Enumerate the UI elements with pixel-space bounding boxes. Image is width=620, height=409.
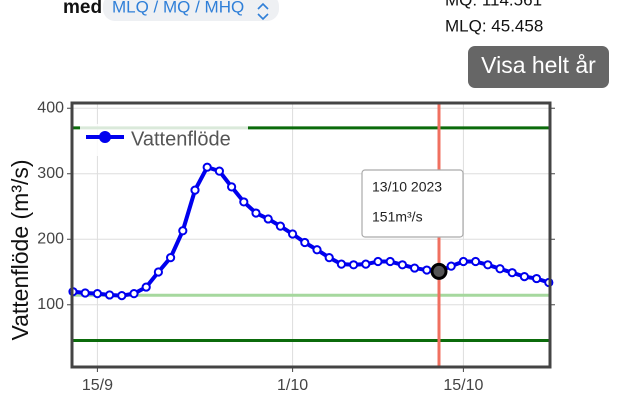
tooltip-value: 151m³/s: [372, 209, 423, 225]
plot-frame: [70, 101, 552, 369]
data-point: [275, 221, 285, 231]
data-point: [153, 267, 163, 277]
data-point: [471, 256, 481, 267]
data-point: [178, 226, 188, 236]
y-tick-label: 100: [37, 296, 64, 313]
data-point: [410, 263, 420, 273]
data-point: [263, 214, 273, 224]
data-point: [373, 256, 383, 267]
data-point: [519, 271, 530, 282]
data-point: [202, 162, 212, 172]
selector-icon: [257, 2, 269, 21]
selector-label[interactable]: MLQ / MQ / MHQ: [112, 0, 244, 16]
data-point: [300, 237, 310, 248]
data-point: [214, 166, 224, 176]
data-point: [507, 268, 517, 278]
prefix: med: [63, 0, 102, 18]
legend-marker: [99, 131, 111, 143]
data-point: [288, 229, 298, 239]
data-point: [129, 289, 139, 299]
data-point: [397, 260, 407, 270]
data-point: [422, 265, 432, 275]
data-point: [80, 288, 90, 298]
data-point: [227, 182, 237, 192]
data-point: [251, 208, 261, 218]
data-point: [190, 185, 200, 195]
y-tick-label: 300: [37, 165, 64, 182]
data-point: [495, 264, 505, 274]
data-point: [446, 261, 456, 271]
data-point: [117, 290, 127, 301]
y-axis-label: Vattenflöde (m³/s): [7, 159, 33, 340]
data-point: [483, 260, 493, 270]
series-line: [72, 165, 550, 298]
stat: MQ: 114.561: [445, 0, 542, 9]
data-point: [336, 259, 346, 269]
data-point: [105, 290, 115, 300]
data-point: [239, 197, 249, 207]
x-tick-label: 1/10: [277, 377, 308, 394]
highlight-point: [430, 262, 448, 280]
button-label[interactable]: Visa helt år: [481, 52, 596, 78]
tooltip-date: 13/10 2023: [372, 179, 442, 195]
y-tick-label: 200: [37, 230, 64, 247]
data-point: [385, 256, 395, 267]
data-point: [312, 245, 322, 255]
x-tick-label: 15/9: [82, 377, 113, 394]
data-point: [166, 253, 176, 263]
tooltip: [361, 169, 464, 238]
data-point: [361, 259, 371, 269]
stat: MLQ: 45.458: [445, 16, 543, 35]
data-point: [324, 253, 334, 263]
data-point: [458, 256, 468, 267]
data-point: [349, 260, 359, 270]
y-tick-label: 400: [37, 99, 64, 116]
data-point: [92, 289, 103, 299]
legend-label: Vattenflöde: [131, 128, 231, 150]
data-point: [532, 273, 542, 284]
selector-pill[interactable]: [103, 0, 279, 21]
button[interactable]: [468, 46, 609, 88]
x-tick-label: 15/10: [443, 377, 483, 394]
data-point: [141, 282, 151, 292]
